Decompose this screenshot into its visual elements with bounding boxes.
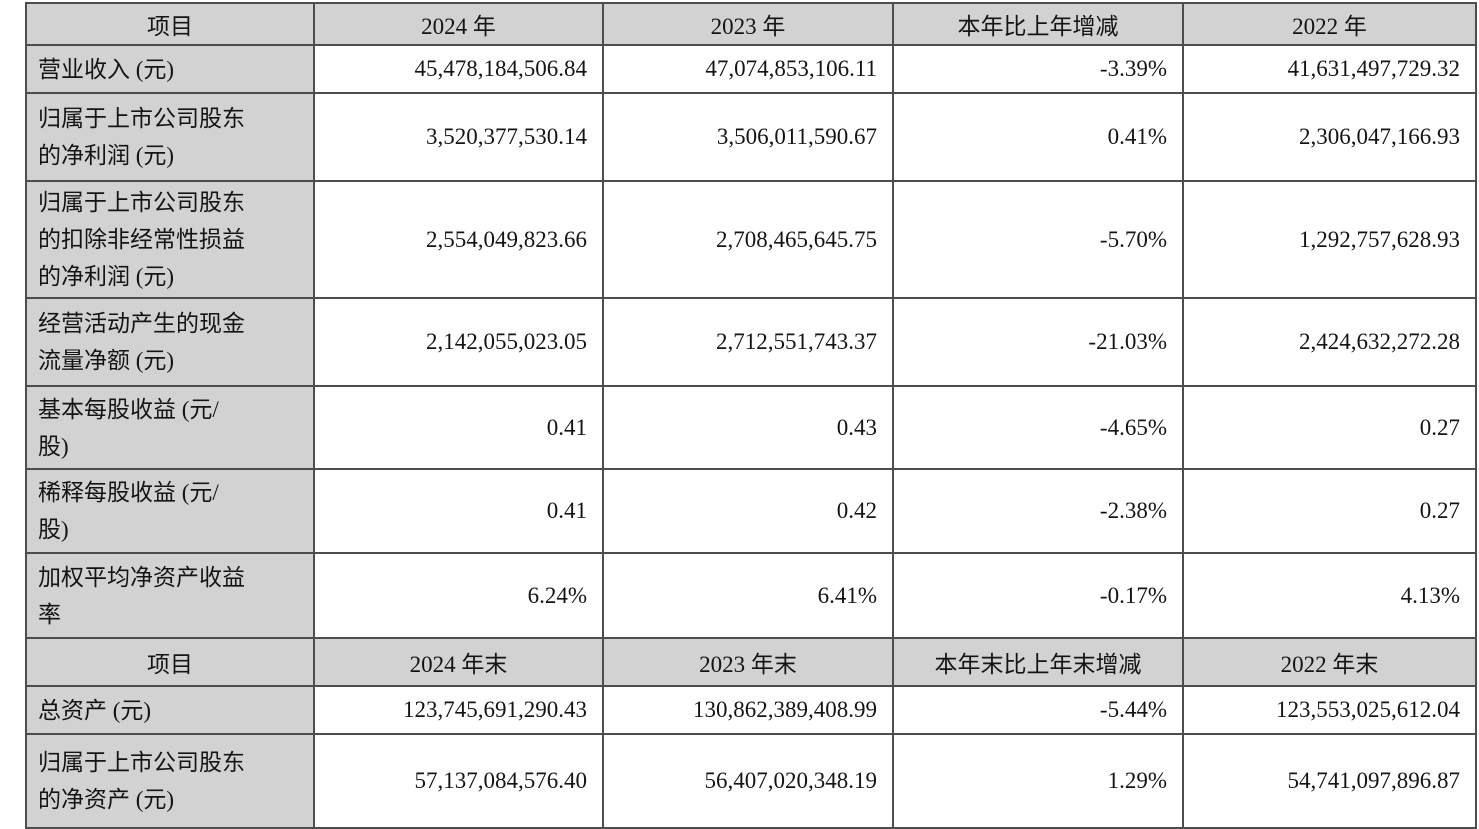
row-label: 加权平均净资产收益 率 [25,552,315,639]
value-yoy-change: -0.17% [892,552,1184,639]
value-2024: 3,520,377,530.14 [313,92,604,182]
value-2024: 6.24% [313,552,604,639]
value-2023: 2,708,465,645.75 [602,180,894,299]
value-2023: 0.43 [602,385,894,470]
value-2022: 1,292,757,628.93 [1182,180,1477,299]
value-2022: 4.13% [1182,552,1477,639]
row-label: 经营活动产生的现金 流量净额 (元) [25,297,315,387]
row-net-profit-attributable: 归属于上市公司股东 的净利润 (元) 3,520,377,530.14 3,50… [25,92,1477,182]
header-cell-2022-end: 2022 年末 [1182,637,1477,687]
row-operating-revenue: 营业收入 (元) 45,478,184,506.84 47,074,853,10… [25,44,1477,94]
value-2023: 6.41% [602,552,894,639]
value-yoy-change: -3.39% [892,44,1184,94]
row-net-profit-excl-nonrecurring: 归属于上市公司股东 的扣除非经常性损益 的净利润 (元) 2,554,049,8… [25,180,1477,299]
value-2022: 0.27 [1182,385,1477,470]
header-cell-yoy-change: 本年比上年增减 [892,2,1184,46]
header-cell-2023: 2023 年 [602,2,894,46]
value-2022: 2,424,632,272.28 [1182,297,1477,387]
row-label: 营业收入 (元) [25,44,315,94]
value-2023-end: 130,862,389,408.99 [602,685,894,735]
row-label: 总资产 (元) [25,685,315,735]
value-year-end-change: 1.29% [892,733,1184,829]
value-2022-end: 54,741,097,896.87 [1182,733,1477,829]
value-2024: 0.41 [313,468,604,554]
row-label: 归属于上市公司股东 的净利润 (元) [25,92,315,182]
value-2022: 2,306,047,166.93 [1182,92,1477,182]
value-2023: 47,074,853,106.11 [602,44,894,94]
header-cell-2023-end: 2023 年末 [602,637,894,687]
value-2022-end: 123,553,025,612.04 [1182,685,1477,735]
value-2024-end: 57,137,084,576.40 [313,733,604,829]
value-yoy-change: -2.38% [892,468,1184,554]
value-2024: 2,142,055,023.05 [313,297,604,387]
header-cell-2024-end: 2024 年末 [313,637,604,687]
row-net-assets-attributable: 归属于上市公司股东 的净资产 (元) 57,137,084,576.40 56,… [25,733,1477,829]
header-cell-2024: 2024 年 [313,2,604,46]
header-cell-item: 项目 [25,637,315,687]
value-yoy-change: -4.65% [892,385,1184,470]
value-yoy-change: 0.41% [892,92,1184,182]
financial-summary-table: 项目 2024 年 2023 年 本年比上年增减 2022 年 营业收入 (元)… [25,2,1477,829]
row-diluted-eps: 稀释每股收益 (元/ 股) 0.41 0.42 -2.38% 0.27 [25,468,1477,554]
value-2024: 2,554,049,823.66 [313,180,604,299]
header-row-year-end: 项目 2024 年末 2023 年末 本年末比上年末增减 2022 年末 [25,637,1477,687]
value-2023: 0.42 [602,468,894,554]
value-2024-end: 123,745,691,290.43 [313,685,604,735]
value-year-end-change: -5.44% [892,685,1184,735]
row-weighted-avg-roe: 加权平均净资产收益 率 6.24% 6.41% -0.17% 4.13% [25,552,1477,639]
value-yoy-change: -21.03% [892,297,1184,387]
row-total-assets: 总资产 (元) 123,745,691,290.43 130,862,389,4… [25,685,1477,735]
header-cell-year-end-change: 本年末比上年末增减 [892,637,1184,687]
value-2022: 0.27 [1182,468,1477,554]
header-row-annual: 项目 2024 年 2023 年 本年比上年增减 2022 年 [25,2,1477,46]
header-cell-2022: 2022 年 [1182,2,1477,46]
row-operating-cash-flow: 经营活动产生的现金 流量净额 (元) 2,142,055,023.05 2,71… [25,297,1477,387]
value-yoy-change: -5.70% [892,180,1184,299]
value-2022: 41,631,497,729.32 [1182,44,1477,94]
header-cell-item: 项目 [25,2,315,46]
value-2023: 3,506,011,590.67 [602,92,894,182]
row-label: 归属于上市公司股东 的净资产 (元) [25,733,315,829]
row-label: 基本每股收益 (元/ 股) [25,385,315,470]
value-2024: 45,478,184,506.84 [313,44,604,94]
value-2023: 2,712,551,743.37 [602,297,894,387]
value-2024: 0.41 [313,385,604,470]
row-basic-eps: 基本每股收益 (元/ 股) 0.41 0.43 -4.65% 0.27 [25,385,1477,470]
row-label: 稀释每股收益 (元/ 股) [25,468,315,554]
value-2023-end: 56,407,020,348.19 [602,733,894,829]
row-label: 归属于上市公司股东 的扣除非经常性损益 的净利润 (元) [25,180,315,299]
